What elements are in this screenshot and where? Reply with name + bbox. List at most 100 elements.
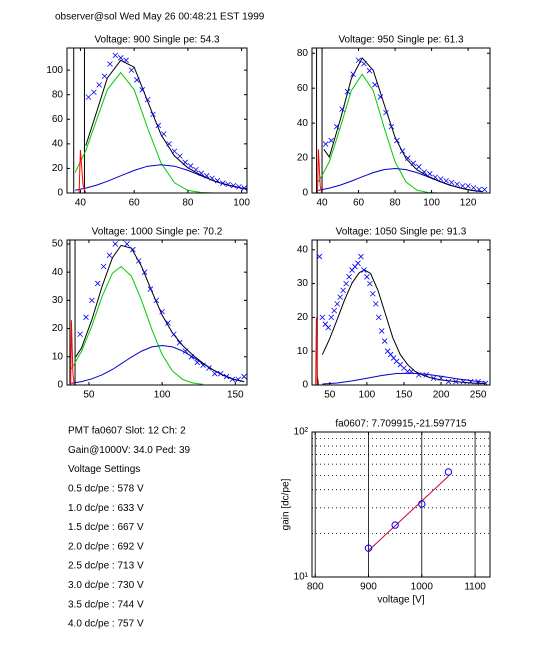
- data-point: [182, 159, 188, 166]
- chart-title: Voltage: 950 Single pe: 61.3: [338, 35, 464, 46]
- y-tick-label: 20: [297, 153, 309, 164]
- data-point: [101, 73, 108, 80]
- data-point: [340, 287, 346, 294]
- fit-curve: [75, 244, 245, 383]
- y-tick-label: 30: [52, 295, 64, 306]
- y-axis-label: gain [dc/pe]: [281, 478, 292, 530]
- info-line: 4.0 dc/pe : 757 V: [68, 619, 144, 630]
- fit-curve: [68, 320, 75, 385]
- y-tick-label: 40: [52, 267, 64, 278]
- data-point: [241, 185, 247, 191]
- x-tick-label: 100: [154, 390, 171, 401]
- data-point: [378, 328, 385, 334]
- x-tick-label: 250: [470, 390, 487, 401]
- data-point: [355, 57, 362, 64]
- x-tick-label: 80: [390, 198, 402, 209]
- x-tick-label: 100: [233, 198, 250, 209]
- data-point: [437, 176, 444, 182]
- info-line: Gain@1000V: 34.0 Ped: 39: [68, 445, 191, 456]
- data-point: [334, 301, 340, 307]
- data-point: [225, 181, 231, 188]
- x-tick-label: 40: [316, 198, 328, 209]
- fit-curve: [74, 71, 215, 193]
- plot-area: [312, 240, 490, 385]
- data-point: [467, 378, 474, 385]
- x-tick-label: 60: [353, 198, 365, 209]
- y-tick-label: 80: [52, 89, 64, 100]
- data-point: [85, 94, 92, 100]
- data-point: [328, 314, 335, 321]
- data-point: [139, 86, 146, 93]
- data-point: [337, 294, 343, 300]
- x-tick-label: 1000: [411, 582, 434, 593]
- data-point: [322, 141, 329, 147]
- data-point: [316, 253, 323, 260]
- data-point: [117, 55, 124, 61]
- info-line: 2.0 dc/pe : 692 V: [68, 541, 144, 552]
- info-line: 3.0 dc/pe : 730 V: [68, 580, 144, 591]
- data-point: [465, 183, 471, 189]
- data-point: [124, 241, 130, 247]
- y-tick-label: 10²: [294, 427, 309, 438]
- data-point: [112, 241, 119, 247]
- data-point: [373, 301, 379, 307]
- data-point: [188, 354, 195, 360]
- data-point: [209, 175, 215, 182]
- y-tick-label: 20: [297, 312, 309, 323]
- data-point: [381, 338, 388, 344]
- fit-curve: [70, 265, 204, 385]
- data-point: [187, 163, 194, 169]
- x-tick-label: 50: [83, 390, 95, 401]
- data-point: [346, 274, 352, 280]
- y-tick-label: 10¹: [294, 572, 309, 583]
- data-point: [130, 246, 136, 253]
- data-point: [364, 544, 373, 552]
- data-point: [344, 88, 351, 95]
- fit-curve: [317, 73, 439, 193]
- data-point: [155, 122, 162, 129]
- data-point: [200, 362, 206, 369]
- data-point: [410, 160, 417, 167]
- x-tick-label: 40: [75, 198, 87, 209]
- data-point: [150, 111, 156, 118]
- data-point: [235, 376, 242, 383]
- data-point: [444, 468, 453, 476]
- data-point: [328, 137, 334, 144]
- data-point: [147, 286, 154, 292]
- data-point: [426, 171, 433, 177]
- axes-frame: [66, 239, 248, 386]
- data-point: [475, 378, 481, 385]
- plot-area: [67, 240, 247, 385]
- x-tick-label: 120: [460, 198, 477, 209]
- data-point: [391, 521, 399, 529]
- data-point: [153, 297, 160, 304]
- data-point: [89, 297, 95, 304]
- data-point: [355, 260, 361, 267]
- fit-curve: [322, 372, 486, 385]
- data-point: [361, 60, 367, 67]
- data-point: [206, 365, 212, 371]
- data-point: [448, 179, 455, 186]
- y-tick-label: 0: [57, 380, 63, 391]
- data-point: [94, 280, 101, 287]
- data-point: [454, 181, 460, 188]
- axes-frame: [66, 47, 248, 194]
- x-tick-label: 100: [423, 198, 440, 209]
- info-line: 1.5 dc/pe : 667 V: [68, 522, 144, 533]
- x-tick-label: 60: [129, 198, 141, 209]
- x-tick-label: 50: [324, 390, 336, 401]
- fit-curve: [314, 149, 323, 193]
- data-point: [83, 314, 89, 321]
- data-point: [96, 82, 103, 88]
- data-point: [176, 339, 183, 346]
- data-point: [423, 372, 429, 378]
- axes-frame: [311, 47, 491, 194]
- data-point: [375, 314, 382, 321]
- data-point: [339, 106, 345, 112]
- info-line: 2.5 dc/pe : 713 V: [68, 561, 144, 572]
- fit-curve: [315, 317, 320, 385]
- y-tick-label: 20: [52, 323, 64, 334]
- data-point: [418, 500, 426, 508]
- data-point: [366, 67, 373, 74]
- data-point: [377, 94, 384, 100]
